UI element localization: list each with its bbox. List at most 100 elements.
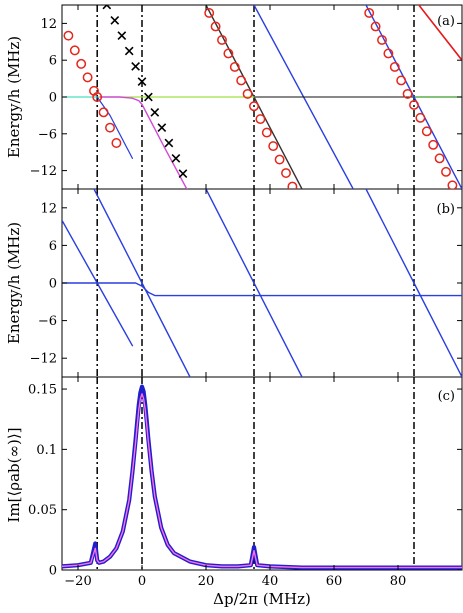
circle-marker xyxy=(249,101,259,112)
y-tick-label: 12 xyxy=(40,201,57,216)
y-tick-label: 12 xyxy=(40,17,57,32)
circle-marker xyxy=(69,45,80,56)
circle-marker xyxy=(63,30,74,41)
cross-marker xyxy=(157,123,167,133)
circle-marker xyxy=(421,126,432,137)
y-axis-label-a: Energy/h (MHz) xyxy=(5,36,23,158)
circle-marker xyxy=(287,181,298,189)
cross-marker xyxy=(137,77,147,87)
cross-marker-stroke xyxy=(144,92,153,102)
series-line xyxy=(205,189,303,377)
x-tick-label: 80 xyxy=(390,574,407,589)
circle-marker xyxy=(447,180,458,189)
series-line xyxy=(365,189,462,377)
y-tick-label: −6 xyxy=(38,127,57,142)
circle-marker xyxy=(295,196,303,204)
x-tick-label: −20 xyxy=(64,574,91,589)
circle-marker xyxy=(236,75,247,86)
cross-marker-stroke xyxy=(137,77,147,87)
cross-marker xyxy=(164,138,174,148)
cross-marker-stroke xyxy=(117,31,127,41)
circle-marker xyxy=(255,114,266,125)
y-tick-label: 0.1 xyxy=(36,443,57,458)
panel-b-plot xyxy=(62,189,462,377)
x-axis-label: Δp/2π (MHz) xyxy=(213,590,311,608)
x-tick-label: 40 xyxy=(262,574,279,589)
series-line xyxy=(62,384,462,570)
circle-marker xyxy=(370,21,381,32)
x-tick-label: 60 xyxy=(326,574,343,589)
series-line xyxy=(62,393,462,569)
circle-marker xyxy=(217,35,227,45)
cross-marker-stroke xyxy=(110,15,120,25)
cross-marker xyxy=(144,92,153,102)
y-tick-label: 0 xyxy=(49,91,57,106)
circle-marker xyxy=(76,58,87,69)
panel-a-plot xyxy=(62,5,462,204)
cross-marker xyxy=(117,31,127,41)
circle-marker xyxy=(402,88,413,99)
series-line xyxy=(417,5,462,62)
circle-marker xyxy=(396,75,407,86)
cross-marker xyxy=(102,5,112,10)
y-tick-label: 0 xyxy=(49,564,57,579)
panel-label-b: (b) xyxy=(437,202,455,217)
y-tick-label: 6 xyxy=(49,54,57,69)
panel-label-c: (c) xyxy=(438,389,455,404)
series-line xyxy=(99,96,188,189)
circle-marker xyxy=(274,154,285,165)
circle-marker xyxy=(92,92,103,102)
circle-marker xyxy=(415,112,426,123)
circle-marker xyxy=(82,72,93,83)
circle-marker xyxy=(383,48,394,59)
cross-marker-stroke xyxy=(150,107,160,117)
series-line xyxy=(205,5,303,189)
circle-marker xyxy=(210,21,221,32)
circle-marker xyxy=(434,153,445,164)
circle-marker xyxy=(261,127,272,138)
cross-marker-stroke xyxy=(124,46,134,56)
circle-marker xyxy=(377,35,387,45)
circle-marker xyxy=(111,138,122,148)
y-tick-label: −12 xyxy=(30,352,57,367)
panel-label-a: (a) xyxy=(437,14,455,29)
y-tick-label: 0.15 xyxy=(28,383,57,398)
circle-marker xyxy=(98,107,109,118)
circle-marker xyxy=(229,61,240,72)
y-axis-label-b: Energy/h (MHz) xyxy=(5,222,23,344)
y-tick-label: −6 xyxy=(38,314,57,329)
circle-marker xyxy=(281,168,291,179)
y-axis-label-c: Im[⟨ρab(∞)⟩] xyxy=(5,427,23,522)
x-tick-label: 0 xyxy=(138,574,146,589)
y-tick-label: 0 xyxy=(49,277,57,292)
cross-marker-stroke xyxy=(157,123,167,133)
y-tick-label: 0.05 xyxy=(28,503,57,518)
cross-marker-stroke xyxy=(164,138,174,148)
y-tick-label: 6 xyxy=(49,239,57,254)
cross-marker xyxy=(124,46,134,56)
y-tick-label: −12 xyxy=(30,164,57,179)
circle-marker xyxy=(105,122,115,133)
circle-marker xyxy=(364,8,375,18)
series-line xyxy=(96,96,133,159)
circle-marker xyxy=(428,139,439,150)
panel-c-plot xyxy=(62,377,462,570)
cross-marker-stroke xyxy=(131,61,140,71)
cross-marker-stroke xyxy=(171,153,181,163)
circle-marker xyxy=(409,100,419,110)
cross-marker xyxy=(171,153,181,163)
circle-marker xyxy=(204,8,215,18)
cross-marker-stroke xyxy=(102,5,108,10)
series-line xyxy=(62,282,462,297)
series-line xyxy=(93,189,191,377)
cross-marker-stroke xyxy=(178,169,188,179)
circle-marker xyxy=(268,141,279,152)
cross-marker xyxy=(131,61,140,71)
cross-marker xyxy=(150,107,160,117)
panel-c-frame xyxy=(61,376,463,571)
cross-marker xyxy=(178,169,188,179)
circle-marker xyxy=(223,48,234,59)
circle-marker xyxy=(389,61,400,72)
